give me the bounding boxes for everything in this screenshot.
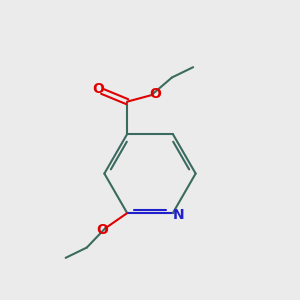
- Text: O: O: [149, 87, 161, 101]
- Text: N: N: [172, 208, 184, 222]
- Text: O: O: [93, 82, 105, 96]
- Text: O: O: [96, 223, 108, 237]
